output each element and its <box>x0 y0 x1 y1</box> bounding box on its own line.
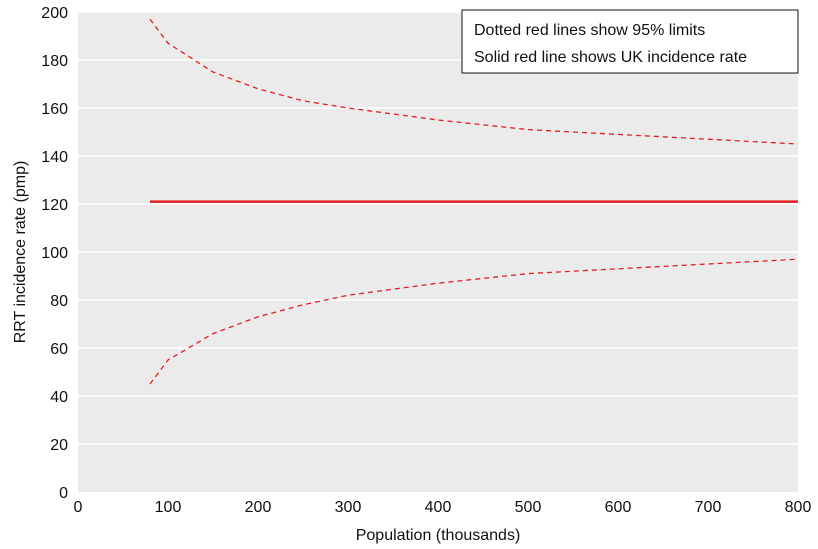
x-tick-labels: 0 100 200 300 400 500 600 700 800 <box>74 499 812 516</box>
legend-line-limits: Dotted red lines show 95% limits <box>474 22 705 39</box>
legend-line-uk-rate: Solid red line shows UK incidence rate <box>474 49 747 66</box>
x-axis-title: Population (thousands) <box>356 527 521 544</box>
y-tick-60: 60 <box>50 341 68 358</box>
y-tick-labels: 0 20 40 60 80 100 120 140 160 180 200 <box>41 5 68 502</box>
y-tick-200: 200 <box>41 5 68 22</box>
y-tick-100: 100 <box>41 245 68 262</box>
legend-box <box>461 9 799 74</box>
y-tick-120: 120 <box>41 197 68 214</box>
x-tick-100: 100 <box>155 499 182 516</box>
y-tick-140: 140 <box>41 149 68 166</box>
y-axis-title: RRT incidence rate (pmp) <box>12 161 29 344</box>
x-tick-600: 600 <box>605 499 632 516</box>
legend: Dotted red lines show 95% limits Solid r… <box>461 9 799 74</box>
x-tick-800: 800 <box>785 499 812 516</box>
y-tick-160: 160 <box>41 101 68 118</box>
y-tick-180: 180 <box>41 53 68 70</box>
y-tick-20: 20 <box>50 437 68 454</box>
y-tick-40: 40 <box>50 389 68 406</box>
x-tick-0: 0 <box>74 499 83 516</box>
x-tick-200: 200 <box>245 499 272 516</box>
x-tick-700: 700 <box>695 499 722 516</box>
upper-limit-line <box>149 18 799 145</box>
y-tick-0: 0 <box>59 485 68 502</box>
x-tick-400: 400 <box>425 499 452 516</box>
series-lines <box>149 18 799 385</box>
x-tick-300: 300 <box>335 499 362 516</box>
lower-limit-line <box>149 258 799 385</box>
x-tick-500: 500 <box>515 499 542 516</box>
y-tick-80: 80 <box>50 293 68 310</box>
